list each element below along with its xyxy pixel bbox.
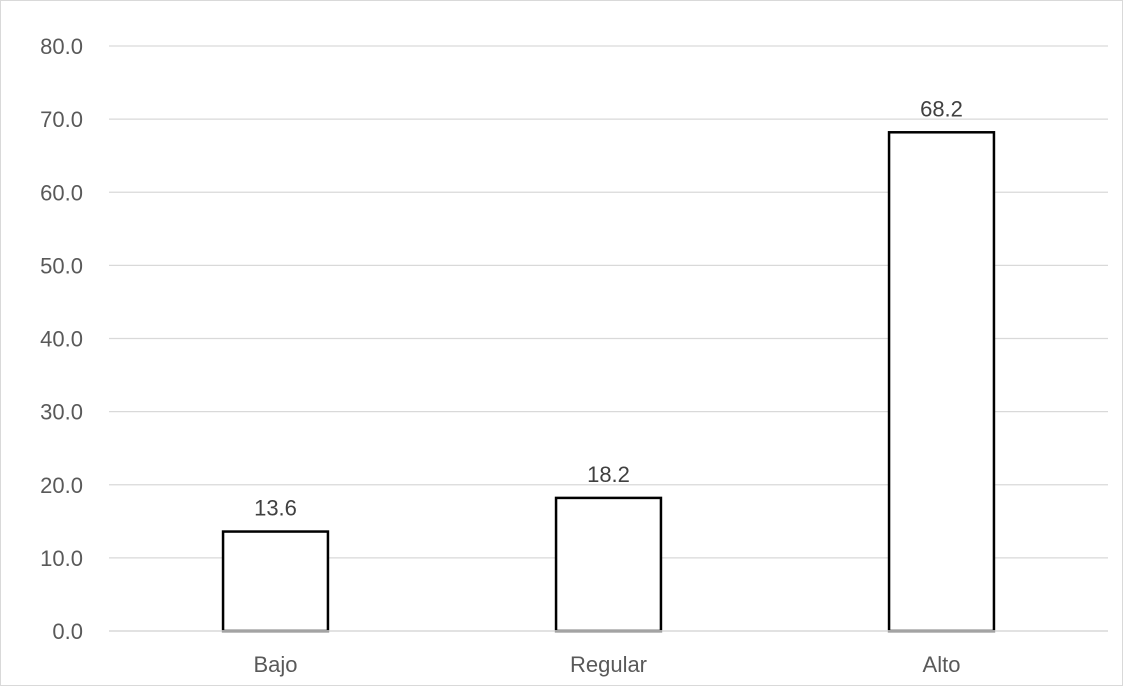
bar-bajo: [221, 530, 330, 633]
y-tick-label: 60.0: [40, 180, 83, 205]
data-labels: 13.6 18.2 68.2: [254, 96, 963, 520]
data-label: 13.6: [254, 496, 297, 521]
x-category-label: Bajo: [253, 652, 297, 677]
y-tick-label: 20.0: [40, 473, 83, 498]
gridlines: [109, 45, 1108, 559]
y-tick-label: 10.0: [40, 546, 83, 571]
bar-regular: [554, 496, 663, 633]
y-tick-label: 30.0: [40, 400, 83, 425]
y-tick-label: 40.0: [40, 327, 83, 352]
y-tick-label: 50.0: [40, 253, 83, 278]
y-tick-label: 80.0: [40, 34, 83, 59]
y-axis-tick-labels: 0.0 10.0 20.0 30.0 40.0 50.0 60.0 70.0 80.0: [40, 34, 83, 644]
x-category-label: Regular: [570, 652, 647, 677]
data-label: 18.2: [587, 462, 630, 487]
y-tick-label: 0.0: [52, 619, 83, 644]
data-label: 68.2: [920, 96, 963, 121]
x-axis-category-labels: Bajo Regular Alto: [253, 652, 960, 677]
bar-alto: [887, 131, 996, 633]
y-tick-label: 70.0: [40, 107, 83, 132]
bars: [221, 131, 996, 633]
x-category-label: Alto: [923, 652, 961, 677]
